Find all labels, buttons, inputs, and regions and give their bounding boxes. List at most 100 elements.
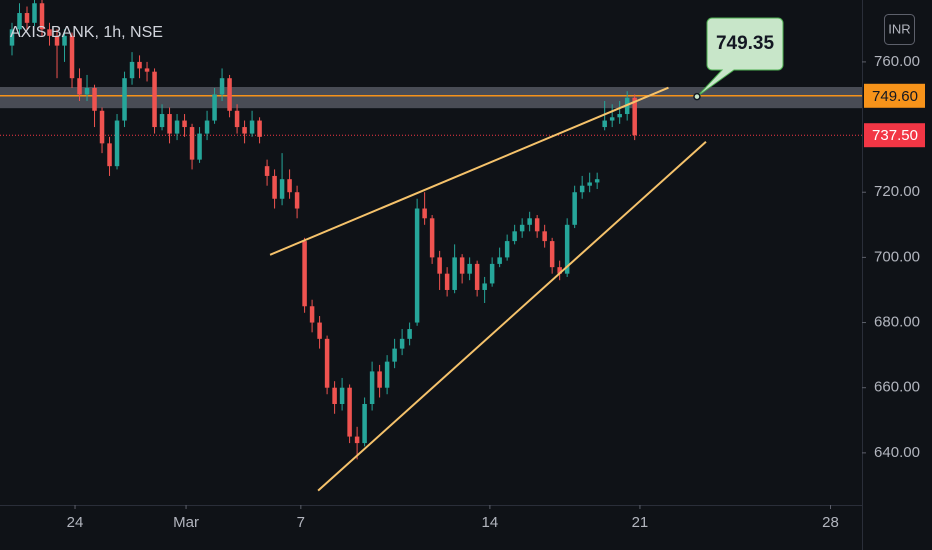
candle-body (122, 78, 127, 121)
candle-body (302, 241, 307, 307)
y-tick-label: 680.00 (874, 314, 920, 331)
candle-body (32, 3, 37, 23)
y-tick-label: 660.00 (874, 379, 920, 396)
candle-body (534, 218, 540, 232)
plot-area (0, 0, 862, 492)
candle-body (324, 338, 330, 388)
candle-body (482, 283, 487, 290)
candle-body (429, 218, 435, 258)
y-tick-label: 720.00 (874, 183, 920, 200)
candle-body (152, 71, 157, 128)
x-tick-label: 24 (67, 514, 84, 531)
candle-body (227, 78, 232, 111)
candle-body (249, 120, 255, 134)
candle-body (182, 120, 187, 128)
candle-body (144, 68, 150, 72)
price-level-tag (864, 83, 925, 108)
price-level-label: 749.60 (872, 88, 918, 105)
candle-body (54, 35, 60, 46)
candle-body (17, 13, 22, 30)
candle-body (264, 166, 270, 176)
candle-body (497, 257, 502, 264)
candle-body (549, 241, 555, 268)
candle-body (24, 13, 30, 23)
trendline (317, 140, 707, 492)
candle-body (467, 263, 472, 274)
y-tick-label: 700.00 (874, 248, 920, 265)
x-tick-label: 7 (297, 514, 305, 531)
candle-body (287, 179, 292, 193)
candle-body (504, 241, 510, 258)
candle-body (242, 127, 247, 134)
candle-body (92, 87, 97, 111)
candle-body (489, 263, 495, 284)
candle-body (617, 114, 622, 118)
candle-body (602, 120, 607, 128)
candle-body (317, 322, 322, 339)
candle-body (579, 185, 585, 193)
candle-body (99, 110, 105, 144)
candle-body (444, 273, 450, 290)
candle-body (407, 329, 412, 339)
candle-body (77, 78, 82, 95)
candle-body (332, 387, 337, 404)
candle-body (279, 179, 285, 199)
candle-body (587, 182, 592, 186)
candle-body (422, 208, 427, 219)
candle-body (474, 263, 480, 290)
callout-box (696, 17, 784, 98)
candle-body (354, 436, 360, 444)
candle-body (564, 224, 570, 274)
candle-body (47, 29, 52, 36)
candle-body (189, 127, 195, 160)
price-level-label: 737.50 (872, 127, 918, 144)
candle-body (62, 35, 67, 46)
candle-body (197, 133, 202, 160)
callout-point (693, 92, 701, 101)
x-tick-label: 14 (482, 514, 499, 531)
candle-body (84, 87, 90, 95)
candle-body (384, 361, 390, 388)
candle-body (459, 257, 465, 274)
candle-body (594, 179, 600, 183)
price-level-tag (864, 123, 925, 148)
currency-label: INR (888, 21, 910, 36)
candle-body (159, 114, 165, 128)
chart-title: AXIS BANK, 1h, NSE (10, 24, 163, 41)
candle-body (137, 61, 142, 69)
candle-body (174, 120, 180, 134)
candle-body (129, 61, 135, 79)
candle-body (452, 257, 457, 290)
candle-body (572, 192, 577, 225)
candle-body (114, 120, 120, 167)
trendline (269, 86, 669, 256)
currency-box (884, 14, 915, 45)
candle-body (257, 120, 262, 137)
resistance-zone (0, 86, 862, 109)
candle-body (69, 35, 75, 79)
candle-body (399, 338, 405, 349)
candle-body (527, 218, 532, 225)
candle-body (107, 143, 112, 167)
candle-body (414, 208, 420, 323)
candle-body (377, 371, 382, 388)
x-tick-label: 21 (632, 514, 649, 531)
candle-body (557, 267, 562, 274)
candle-body (339, 387, 345, 404)
candle-body (512, 231, 517, 242)
candle-body (9, 29, 15, 46)
x-tick-label: Mar (173, 514, 199, 531)
candle-body (272, 175, 277, 199)
candle-body (347, 387, 352, 437)
candle-body (609, 117, 615, 121)
callout-label: 749.35 (716, 33, 775, 54)
candle-body (204, 120, 210, 134)
candle-body (234, 110, 240, 128)
x-tick-label: 28 (822, 514, 839, 531)
candle-body (392, 348, 397, 362)
candle-body (212, 94, 217, 121)
candle-body (632, 97, 637, 136)
candle-body (362, 404, 367, 444)
